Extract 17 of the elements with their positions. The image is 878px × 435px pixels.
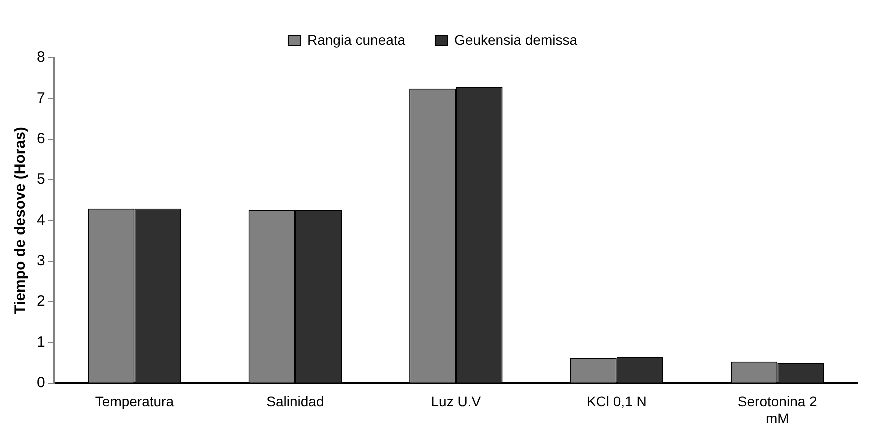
x-tick-label: KCl 0,1 N bbox=[586, 394, 647, 410]
y-axis-title: Tiempo de desove (Horas) bbox=[12, 127, 30, 314]
y-tick-label: 3 bbox=[37, 252, 46, 270]
y-tick-label: 6 bbox=[37, 130, 46, 148]
x-tick-label: Luz U.V bbox=[431, 394, 482, 410]
x-tick-label: Serotonina 2 mM bbox=[738, 394, 818, 426]
y-tick-label: 2 bbox=[37, 293, 46, 310]
x-tick-label: Temperatura bbox=[95, 394, 174, 410]
y-tick-label: 1 bbox=[37, 334, 46, 351]
y-tick-label: 8 bbox=[37, 49, 46, 66]
y-tick-label: 0 bbox=[37, 374, 46, 392]
x-tick-label: Salinidad bbox=[266, 394, 324, 410]
y-tick-label: 7 bbox=[37, 90, 46, 107]
legend-label: Geukensia demissa bbox=[454, 32, 578, 48]
y-tick-label: 5 bbox=[37, 171, 46, 188]
y-tick-label: 4 bbox=[37, 212, 46, 229]
legend-label: Rangia cuneata bbox=[307, 32, 406, 48]
